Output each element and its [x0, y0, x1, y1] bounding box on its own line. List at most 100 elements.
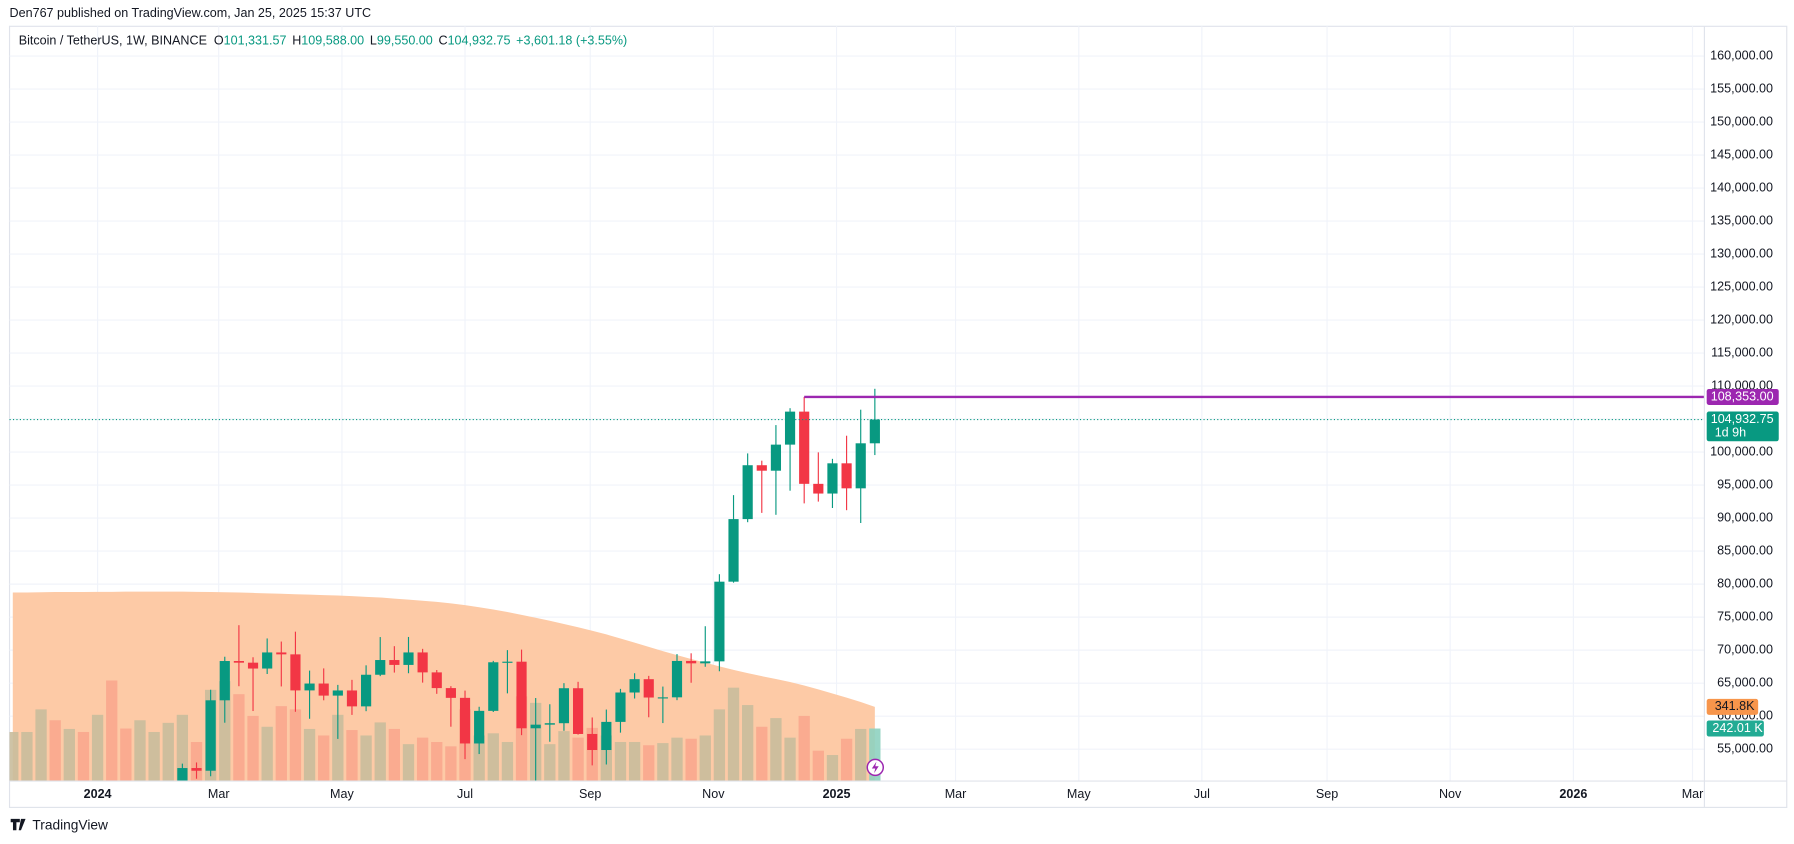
- volume-bar: [63, 728, 75, 782]
- last-price-badge: [1706, 411, 1779, 442]
- candle-body: [516, 661, 527, 729]
- candle-body: [346, 690, 358, 707]
- candle-body: [205, 700, 216, 771]
- volume-bar: [21, 731, 33, 782]
- candle-body: [389, 660, 400, 665]
- volume-bar: [190, 741, 203, 782]
- candle-body: [813, 483, 824, 494]
- candle-body: [304, 683, 315, 691]
- volume-bar: [798, 715, 810, 782]
- volume-bar: [445, 746, 457, 782]
- candle-body: [700, 661, 711, 664]
- volume-bar: [869, 728, 881, 782]
- volume-bar: [685, 738, 697, 782]
- axes: 55,000.0060,000.0065,000.0070,000.0075,0…: [84, 48, 1779, 801]
- candle-body: [756, 465, 767, 471]
- candle-body: [247, 662, 259, 669]
- volume-bar: [826, 755, 839, 782]
- candle-body: [361, 674, 372, 707]
- volume-bar: [402, 744, 415, 782]
- volume-bar: [671, 737, 683, 782]
- x-tick-label: Mar: [208, 787, 230, 801]
- x-tick-label: Nov: [702, 787, 725, 801]
- candle-body: [784, 411, 796, 445]
- volume-bar: [431, 741, 443, 782]
- y-tick-label: 140,000.00: [1710, 180, 1773, 194]
- x-tick-label: Mar: [945, 787, 967, 801]
- volume-bar: [77, 731, 90, 782]
- volume-bar: [558, 731, 570, 782]
- symbol: Bitcoin / TetherUS, 1W, BINANCE: [19, 33, 207, 47]
- volume-bar: [614, 741, 627, 782]
- candle-body: [558, 688, 570, 724]
- volume-bar: [628, 741, 641, 782]
- volume-bar: [162, 722, 174, 782]
- x-tick-label: Jul: [1194, 787, 1210, 801]
- candle-body: [318, 683, 329, 696]
- x-tick-label: 2026: [1559, 787, 1587, 801]
- change: +3,601.18 (+3.55%): [516, 33, 627, 47]
- legend: Bitcoin / TetherUS, 1W, BINANCE O 101,331…: [19, 33, 628, 47]
- chart-frame: [8, 25, 1788, 808]
- overlays: [9, 395, 1705, 421]
- ohlc-value: 99,550.00: [377, 33, 433, 47]
- candle-body: [799, 411, 810, 484]
- ohlc-key: C: [438, 33, 447, 47]
- candle-body: [431, 672, 442, 689]
- candle-body: [770, 444, 782, 471]
- y-tick-label: 145,000.00: [1710, 147, 1773, 161]
- volume-bar: [247, 715, 259, 782]
- candle-body: [601, 721, 612, 751]
- volume-label: 242.01 K: [1712, 721, 1763, 735]
- candle-body: [276, 652, 287, 655]
- volume-bar: [346, 730, 358, 782]
- volume-bar: [261, 726, 273, 782]
- volume-bar: [35, 709, 47, 782]
- candle-body: [657, 697, 668, 699]
- volume-bar: [332, 714, 344, 782]
- y-tick-label: 160,000.00: [1710, 48, 1773, 62]
- volume-bar: [360, 735, 372, 782]
- x-tick-label: Jul: [457, 787, 473, 801]
- x-tick-label: Sep: [579, 787, 601, 801]
- volume-bar: [643, 745, 655, 782]
- y-tick-label: 75,000.00: [1717, 609, 1773, 623]
- volume-bar: [106, 680, 118, 782]
- candle-body: [417, 652, 428, 673]
- x-tick-label: Mar: [1682, 787, 1704, 801]
- volume-bar: [91, 714, 104, 782]
- volume-ma-label: 341.8K: [1715, 699, 1755, 713]
- x-tick-label: 2025: [823, 787, 851, 801]
- candle-body: [474, 710, 485, 744]
- candle-body: [233, 661, 244, 663]
- ohlc-value: 104,932.75: [448, 33, 511, 47]
- volume-bar: [275, 706, 287, 782]
- candle-body: [855, 443, 866, 489]
- volume-bar: [840, 738, 853, 782]
- volume-bar: [374, 722, 386, 782]
- x-tick-label: 2024: [84, 787, 112, 801]
- volume-bar: [572, 737, 584, 782]
- volume-bar: [713, 709, 726, 782]
- y-tick-label: 135,000.00: [1710, 213, 1773, 227]
- candle-body: [403, 652, 414, 665]
- candle-body: [219, 661, 230, 701]
- y-tick-label: 70,000.00: [1717, 642, 1773, 656]
- candle-body: [262, 652, 273, 669]
- volume-bar: [501, 741, 514, 782]
- x-tick-label: Nov: [1439, 787, 1462, 801]
- candle-body: [459, 697, 471, 744]
- volume-bar: [727, 687, 740, 782]
- x-tick-label: May: [330, 787, 354, 801]
- candle-body: [728, 519, 739, 582]
- volume-bar: [416, 737, 429, 782]
- y-tick-label: 65,000.00: [1717, 675, 1773, 689]
- volume-bar: [120, 728, 132, 782]
- publish-info: Den767 published on TradingView.com, Jan…: [10, 6, 372, 20]
- countdown-label: 1d 9h: [1715, 426, 1746, 440]
- candle-body: [290, 654, 301, 691]
- x-tick-label: Sep: [1316, 787, 1338, 801]
- level-badge: [1706, 388, 1779, 405]
- candle-body: [841, 463, 852, 489]
- volume-badge: [1706, 720, 1764, 737]
